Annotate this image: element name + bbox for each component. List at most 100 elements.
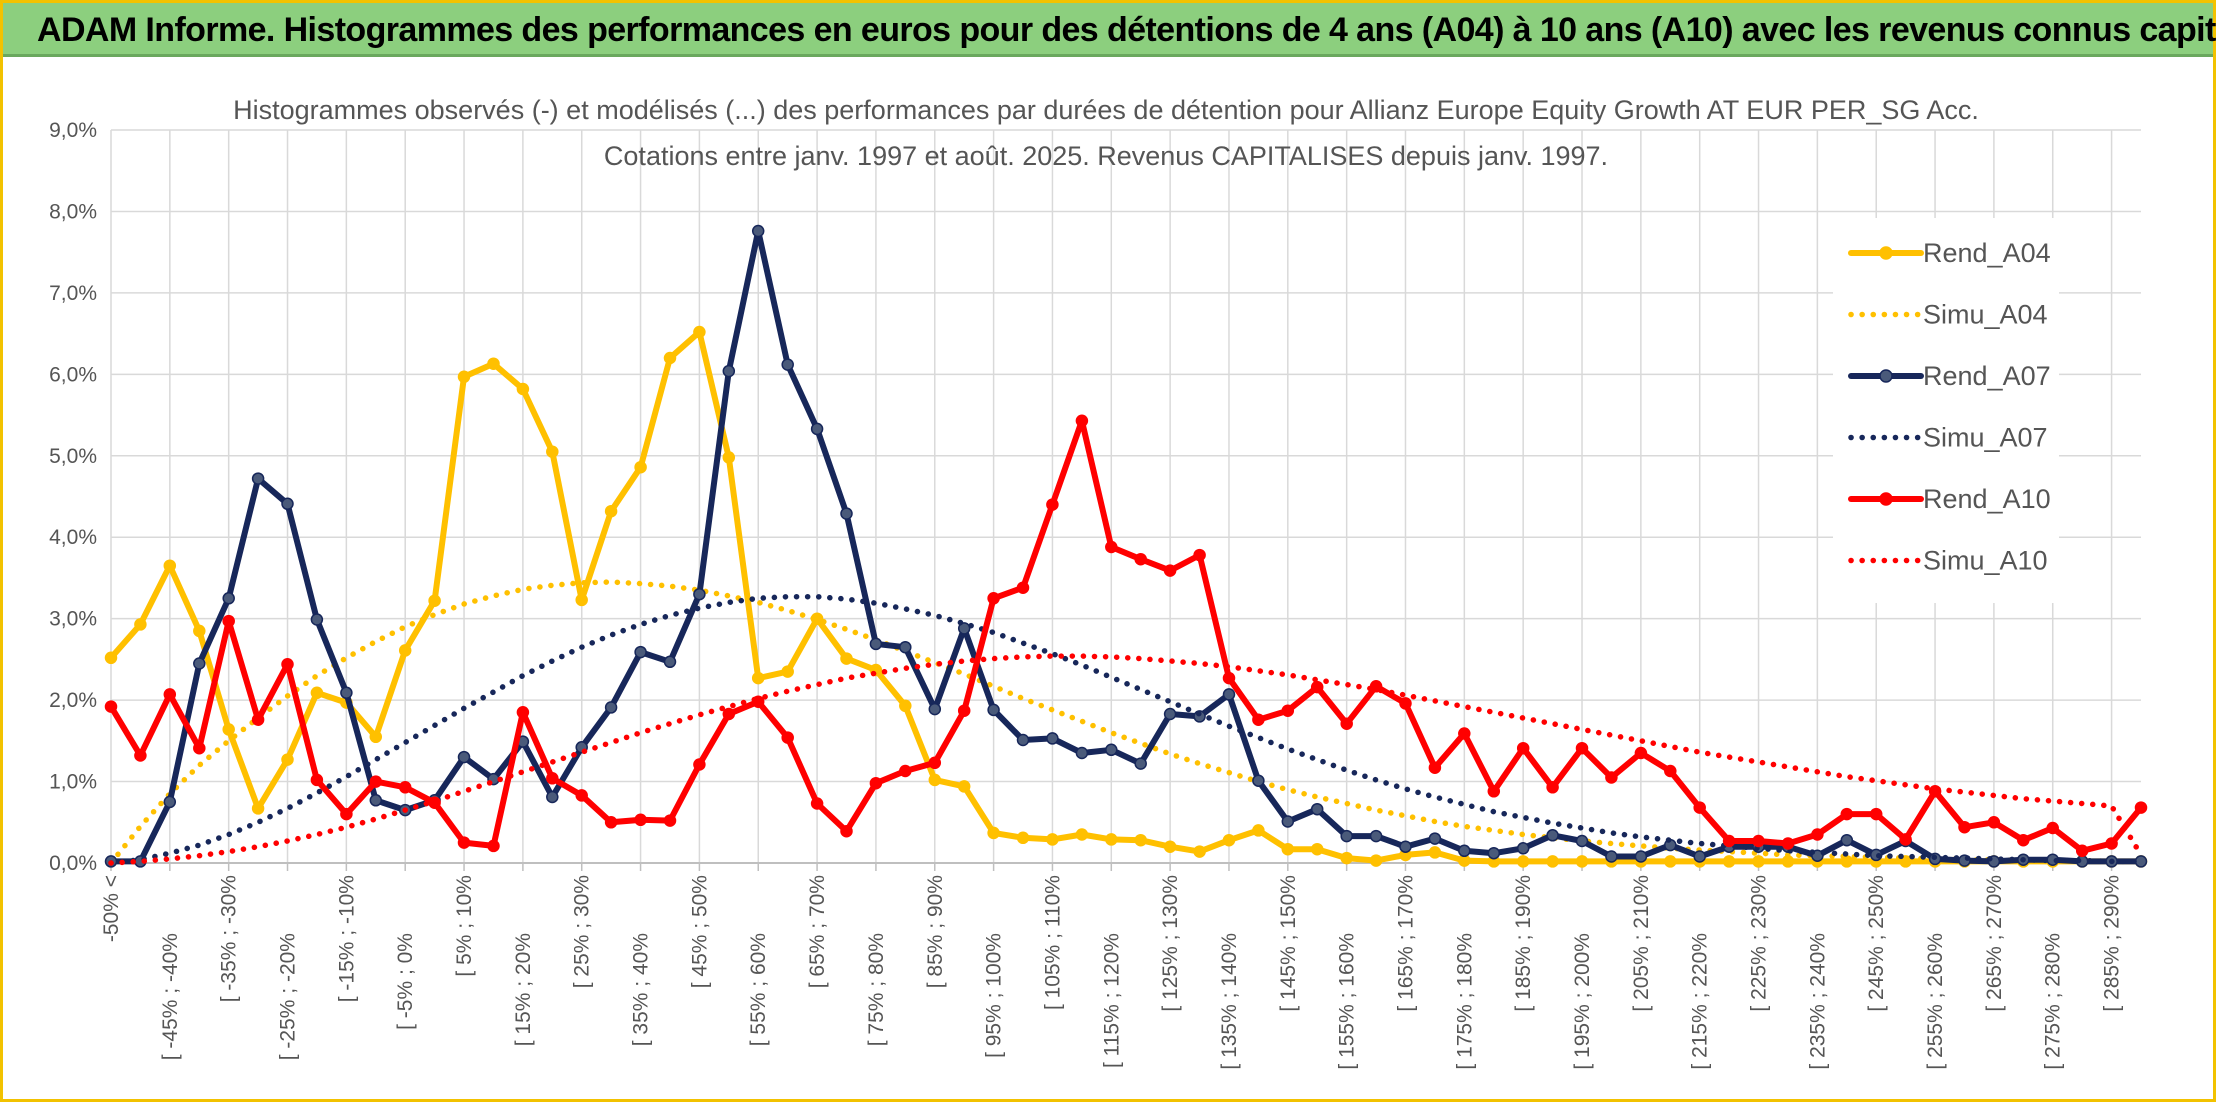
data-point xyxy=(457,836,471,849)
data-point xyxy=(928,702,942,716)
legend-entry-Simu_A07: Simu_A07 xyxy=(1848,423,2048,453)
data-point xyxy=(1487,846,1501,860)
data-point xyxy=(1428,832,1442,845)
data-point xyxy=(398,644,412,657)
x-tick-label: [ 105% ; 110% xyxy=(1041,875,1064,1010)
data-point xyxy=(1134,833,1147,847)
data-point xyxy=(1016,831,1030,845)
data-point xyxy=(2134,855,2148,868)
x-axis-ticks: -50% < [ -45% ; -40% [ -35% ; -30% [ -25% ;… xyxy=(100,875,2124,1070)
x-tick-label: [ 15% ; 20% xyxy=(512,933,535,1046)
data-point xyxy=(1163,707,1177,721)
data-point xyxy=(840,507,853,520)
data-point xyxy=(1340,717,1353,730)
data-point xyxy=(251,713,265,726)
data-point xyxy=(1575,741,1589,755)
data-point xyxy=(1693,850,1706,863)
data-point xyxy=(369,775,383,788)
series-lines xyxy=(104,224,2148,868)
data-point xyxy=(634,813,647,827)
x-tick-label: [ 265% ; 270% xyxy=(1983,875,2006,1012)
data-point xyxy=(1546,829,1559,842)
performance-histogram-chart: 0,0% 1,0% 2,0% 3,0% 4,0% 5,0% 6,0% 7,0% 8,0% 9,0%… xyxy=(49,95,2148,1070)
x-tick-label: [ 175% ; 180% xyxy=(1453,933,1476,1070)
data-point xyxy=(722,707,736,721)
series-line-Rend_A10 xyxy=(108,417,2144,854)
data-point xyxy=(957,622,971,635)
x-tick-label: [ -45% ; -40% xyxy=(159,933,182,1060)
data-point xyxy=(104,651,118,665)
x-tick-label: [ 225% ; 230% xyxy=(1748,875,1771,1012)
data-point xyxy=(928,756,942,770)
data-point xyxy=(1399,840,1412,853)
data-point xyxy=(2075,844,2089,858)
data-point xyxy=(1722,855,1736,868)
data-point xyxy=(340,807,353,821)
data-point xyxy=(869,776,883,790)
x-tick-label: [ 275% ; 280% xyxy=(2042,933,2065,1070)
y-tick-label: 2,0% xyxy=(49,689,97,712)
data-point xyxy=(487,357,500,370)
data-point xyxy=(1222,688,1236,701)
data-point xyxy=(840,652,853,665)
data-point xyxy=(751,671,765,685)
data-point xyxy=(1399,697,1412,710)
data-point xyxy=(1869,807,1883,821)
data-point xyxy=(1605,771,1618,784)
data-point xyxy=(1134,757,1147,770)
data-point xyxy=(1958,820,1971,834)
data-point xyxy=(1310,842,1324,856)
data-point xyxy=(1163,564,1177,577)
data-point xyxy=(1075,414,1089,428)
y-tick-label: 4,0% xyxy=(49,526,97,549)
data-point xyxy=(1575,834,1589,848)
data-point xyxy=(604,504,618,518)
data-point xyxy=(281,497,294,511)
data-point xyxy=(781,358,794,371)
data-point xyxy=(1016,733,1030,747)
data-point xyxy=(781,731,794,744)
data-point xyxy=(2046,821,2059,835)
legend-background xyxy=(1833,218,2059,603)
chart-subtitle: Cotations entre janv. 1997 et août. 2025… xyxy=(604,141,1608,171)
y-tick-label: 5,0% xyxy=(49,445,97,468)
data-point xyxy=(1840,833,1854,847)
x-tick-label: [ 5% ; 10% xyxy=(453,875,476,977)
x-tick-label: [ 95% ; 100% xyxy=(983,933,1006,1058)
data-point xyxy=(193,657,206,670)
data-point xyxy=(281,658,294,671)
data-point xyxy=(546,790,559,804)
data-point xyxy=(193,741,206,755)
legend-label: Rend_A04 xyxy=(1923,238,2051,268)
y-tick-label: 3,0% xyxy=(49,608,97,631)
legend-entry-Simu_A10: Simu_A10 xyxy=(1848,546,2048,576)
y-tick-label: 8,0% xyxy=(49,200,97,223)
data-point xyxy=(1222,671,1236,685)
data-point xyxy=(751,224,765,238)
data-point xyxy=(957,780,971,793)
data-point xyxy=(1516,855,1530,868)
x-tick-label: [ 65% ; 70% xyxy=(806,875,829,988)
series-Simu_A10 xyxy=(108,653,2144,866)
data-point xyxy=(2134,801,2148,814)
data-point xyxy=(899,764,912,778)
report-banner: ADAM Informe. Histogrammes des performan… xyxy=(3,3,2216,57)
legend-label: Rend_A10 xyxy=(1923,484,2051,514)
data-point xyxy=(1664,764,1677,778)
x-tick-label: [ 35% ; 40% xyxy=(630,933,653,1046)
legend: Rend_A04 Simu_A04 Rend_A07 Simu_A07 Rend_A10… xyxy=(1833,218,2059,603)
x-tick-label: [ 115% ; 120% xyxy=(1100,933,1123,1068)
data-point xyxy=(869,637,883,651)
data-point xyxy=(1781,837,1795,850)
data-point xyxy=(1899,833,1912,846)
data-point xyxy=(1546,781,1559,794)
data-point xyxy=(222,614,235,628)
data-point xyxy=(1281,815,1295,828)
data-point xyxy=(634,460,647,474)
data-point xyxy=(634,645,647,659)
legend-entry-Rend_A10: Rend_A10 xyxy=(1848,484,2051,514)
data-point xyxy=(1134,552,1147,566)
x-tick-label: [ 285% ; 290% xyxy=(2101,875,2124,1012)
data-point xyxy=(1252,713,1265,726)
data-point xyxy=(340,686,353,700)
